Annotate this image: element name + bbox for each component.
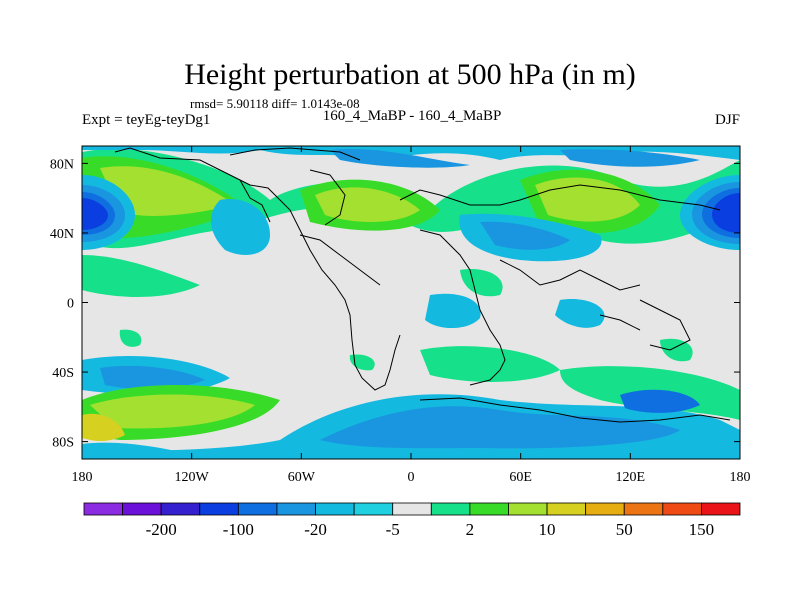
- longitude-axis: 180 120W 60W 0 60E 120E 180: [72, 146, 751, 485]
- colorbar-swatch: [353, 502, 394, 516]
- lon-tick-label: 180: [72, 470, 93, 485]
- anomaly-fill-layer: [82, 146, 740, 459]
- colorbar-label: 2: [466, 520, 475, 539]
- colorbar-swatch: [430, 502, 471, 516]
- lon-tick-label: 180: [730, 470, 751, 485]
- colorbar-swatch: [160, 502, 201, 516]
- colorbar-label: -200: [146, 520, 177, 539]
- lon-tick-label: 120W: [175, 470, 210, 485]
- coastline-layer: [114, 147, 731, 423]
- colorbar-swatch: [701, 502, 741, 516]
- lon-tick-label: 60E: [509, 470, 532, 485]
- colorbar-swatch: [122, 502, 162, 516]
- colorbar-swatch: [392, 502, 432, 516]
- lat-tick-label: 80S: [52, 436, 74, 451]
- colorbar-swatch: [276, 502, 316, 516]
- latitude-axis: 80N 40N 0 40S 80S: [50, 157, 740, 451]
- period-label: 160_4_MaBP - 160_4_MaBP: [323, 108, 502, 124]
- plot-title: Height perturbation at 500 hPa (in m): [184, 58, 636, 91]
- colorbar-label: 150: [689, 520, 715, 539]
- colorbar: -200 -100 -20 -5 2 10 50 150: [83, 502, 741, 539]
- colorbar-label: -5: [386, 520, 400, 539]
- stats-text: rmsd= 5.90118 diff= 1.0143e-08: [190, 96, 360, 111]
- colorbar-swatch: [508, 502, 548, 516]
- lat-tick-label: 40N: [50, 227, 74, 242]
- colorbar-swatch: [315, 502, 355, 516]
- colorbar-swatch: [662, 502, 702, 516]
- colorbar-swatch: [237, 502, 278, 516]
- colorbar-label: 50: [616, 520, 633, 539]
- colorbar-swatch: [469, 502, 509, 516]
- season-label: DJF: [715, 112, 740, 128]
- colorbar-label: -20: [304, 520, 327, 539]
- colorbar-swatch: [546, 502, 587, 516]
- colorbar-label: -100: [223, 520, 254, 539]
- colorbar-swatch: [623, 502, 664, 516]
- lon-tick-label: 0: [408, 470, 415, 485]
- lat-tick-label: 80N: [50, 157, 74, 172]
- colorbar-swatch: [199, 502, 239, 516]
- map-area: [82, 146, 740, 459]
- experiment-label: Expt = teyEg-teyDg1: [82, 112, 210, 128]
- colorbar-swatch: [83, 502, 123, 516]
- lat-tick-label: 40S: [52, 366, 74, 381]
- colorbar-swatch: [585, 502, 625, 516]
- colorbar-label: 10: [539, 520, 556, 539]
- lon-tick-label: 60W: [288, 470, 316, 485]
- lon-tick-label: 120E: [616, 470, 646, 485]
- lat-tick-label: 0: [67, 297, 74, 312]
